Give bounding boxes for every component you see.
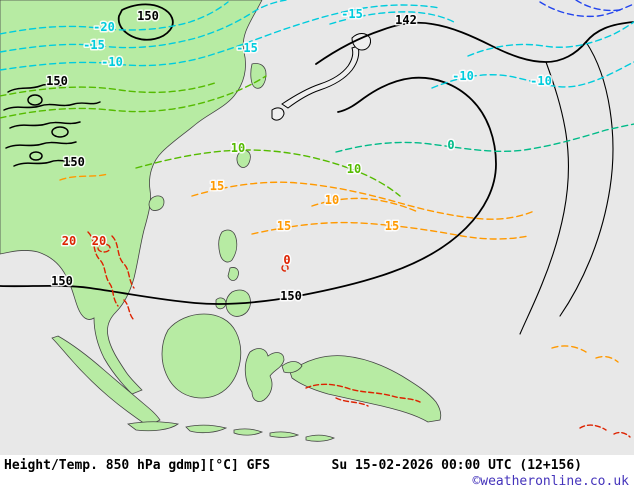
temp-contour-cold-core-1 <box>539 1 634 18</box>
terrain-loop-1 <box>27 94 43 106</box>
copyright-link[interactable]: ©weatheronline.co.uk <box>472 474 629 489</box>
island-sulawesi <box>244 348 285 402</box>
temp-contour-20-indochina-2 <box>111 235 135 289</box>
footer-bar: Height/Temp. 850 hPa gdmp][°C] GFS Su 15… <box>0 455 634 490</box>
terrain-contour-5 <box>13 159 81 167</box>
island-taiwan <box>236 150 251 168</box>
island-bali-chain <box>185 424 228 434</box>
temp-contour-newguinea-1 <box>305 383 421 403</box>
temp-contour-20-malay <box>123 299 135 321</box>
island-new-guinea <box>289 355 442 423</box>
temp-contour-minus10-west <box>0 4 441 71</box>
temp-contour-15-north <box>191 181 535 220</box>
temp-contour-southeast-red-2 <box>613 431 631 438</box>
contour-label: 142 <box>395 13 417 27</box>
terrain-contour-3 <box>9 121 81 129</box>
contour-label: 10 <box>231 141 245 155</box>
height-contour-east-trough-2 <box>559 41 614 317</box>
height-contour-150-ridge <box>0 76 497 305</box>
land-layer <box>0 0 442 442</box>
contour-label: 150 <box>137 9 159 23</box>
temp-contour-minus20 <box>0 1 229 35</box>
island-flores <box>269 431 300 438</box>
island-visayas <box>227 267 239 281</box>
island-hainan <box>148 195 165 211</box>
temp-contour-5-china <box>0 75 267 119</box>
contour-label: 20 <box>92 234 106 248</box>
temp-contour-cold-core-2 <box>575 0 621 12</box>
peninsula-korea <box>250 63 267 89</box>
contour-label: -10 <box>101 55 123 69</box>
terrain-contour-4 <box>5 141 77 149</box>
contour-label: -10 <box>530 74 552 88</box>
height-contour-layer <box>0 3 634 335</box>
height-contour-150-closed <box>117 3 174 41</box>
contour-label: 10 <box>325 193 339 207</box>
contour-label: 150 <box>280 289 302 303</box>
chart-title: Height/Temp. 850 hPa gdmp][°C] GFS <box>4 458 271 473</box>
temp-contour-himalaya <box>59 173 109 181</box>
temp-contour-10-pocket <box>311 197 419 213</box>
chart-datetime: Su 15-02-2026 00:00 UTC (12+156) <box>331 458 582 473</box>
contour-label: 10 <box>347 162 361 176</box>
temp-contour-southeast-1 <box>551 345 587 353</box>
terrain-contour-2 <box>3 101 101 111</box>
island-luzon <box>218 229 238 263</box>
contour-label: -15 <box>236 41 258 55</box>
contour-label: 15 <box>277 219 291 233</box>
temp-contour-southeast-red-1 <box>579 424 607 431</box>
island-timor <box>305 434 336 442</box>
contour-label: 150 <box>46 74 68 88</box>
height-contour-east-trough-1 <box>519 61 570 335</box>
temp-contour-15-south <box>251 221 529 240</box>
contour-label: 150 <box>51 274 73 288</box>
terrain-contour-1 <box>7 83 67 93</box>
temp-contour-minus15-east <box>467 21 634 57</box>
contour-label: -10 <box>452 69 474 83</box>
cold-temp-contour-layer <box>0 0 634 89</box>
contour-label: 150 <box>63 155 85 169</box>
warm-temp-contour-layer <box>0 75 634 363</box>
temp-contour-0-china <box>0 81 219 97</box>
terrain-loop-3 <box>29 151 43 161</box>
contour-label: 20 <box>62 234 76 248</box>
map-area: 150 150 150 150 150 142 -20 -15 -10 -15 -15 -10 -10 0… <box>0 0 634 455</box>
island-borneo <box>161 313 242 399</box>
hot-temp-contour-layer <box>87 231 631 438</box>
island-sumbawa <box>233 428 264 436</box>
contour-label: -20 <box>93 20 115 34</box>
temp-contour-minus10-east <box>431 61 634 89</box>
temp-contour-20-loop <box>97 243 111 253</box>
contour-label: 15 <box>210 179 224 193</box>
island-java <box>127 421 179 432</box>
landmass-asia <box>0 0 263 395</box>
terrain-loop-2 <box>51 126 69 138</box>
island-birds-head <box>281 361 303 374</box>
island-kyushu <box>271 107 285 121</box>
contour-label: 0 <box>283 253 290 267</box>
contour-label: 0 <box>447 138 454 152</box>
contour-label: 15 <box>385 219 399 233</box>
contour-label: -15 <box>341 7 363 21</box>
temp-contour-zero-pocket <box>281 264 289 272</box>
island-hokkaido <box>351 33 371 51</box>
temp-contour-20-indochina-1 <box>87 231 119 307</box>
temp-contour-minus15-north <box>329 11 455 25</box>
contour-label: -15 <box>83 38 105 52</box>
temp-contour-10 <box>135 149 401 197</box>
temp-contour-southeast-2 <box>595 355 619 363</box>
temp-contour-newguinea-2 <box>335 397 369 407</box>
temp-contour-minus15-west <box>0 0 287 53</box>
